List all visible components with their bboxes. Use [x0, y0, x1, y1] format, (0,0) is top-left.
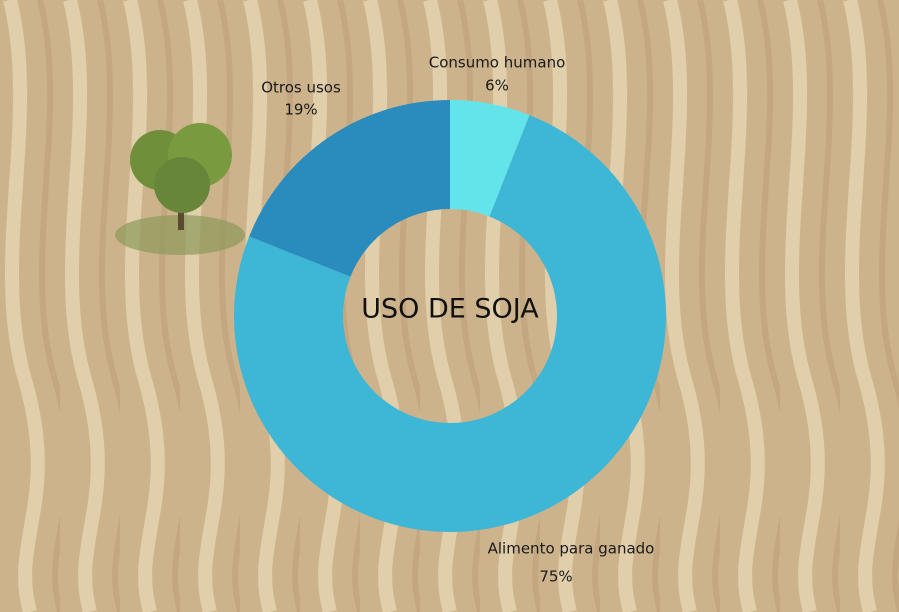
- chart-title: USO DE SOJA: [361, 294, 539, 325]
- donut-slice: [233, 115, 666, 533]
- donut-slice: [249, 100, 450, 277]
- value-label: 75%: [539, 568, 572, 586]
- donut-slice: [450, 100, 530, 217]
- slice-label: Alimento para ganado: [488, 540, 655, 558]
- slice-label: Otros usos: [261, 79, 341, 97]
- value-label: 6%: [485, 77, 509, 95]
- value-label: 19%: [284, 101, 317, 119]
- donut: [233, 100, 666, 533]
- slice-label: Consumo humano: [429, 54, 566, 72]
- tree: [115, 123, 245, 255]
